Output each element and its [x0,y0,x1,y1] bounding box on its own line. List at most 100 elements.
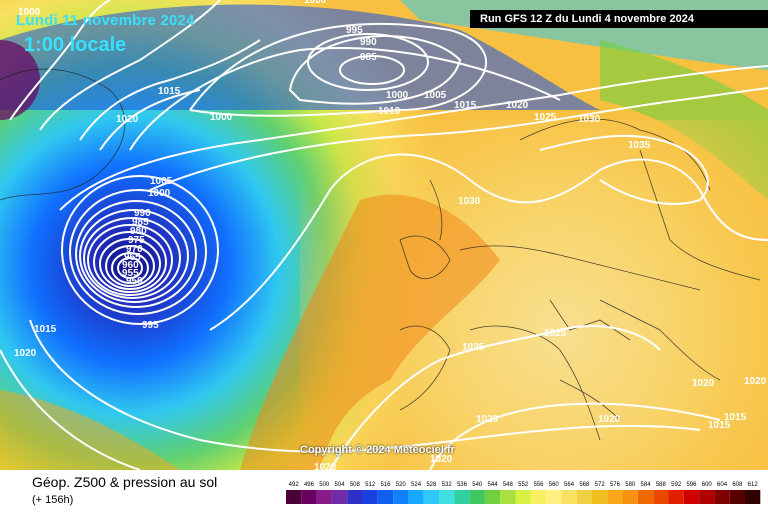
legend-swatch [408,490,424,504]
legend-tick-label: 524 [411,482,422,488]
southwest-orange [0,390,180,470]
isobar-label: 975 [128,235,145,246]
legend-swatch [454,490,470,504]
legend-swatch [301,490,317,504]
legend-tick-label: 536 [457,482,468,488]
isobar-label: 965 [124,252,141,263]
isobar-label: 1020 [744,376,767,387]
isobar-label: 970 [126,244,143,255]
isobar-label: 955 [122,268,139,279]
isobar-label: 1030 [458,196,481,207]
legend-swatch [607,490,623,504]
legend-swatch [331,490,348,504]
legend-tick-label: 580 [625,482,636,488]
legend-tick-label: 596 [686,482,697,488]
map-canvas: 1000 995 990 985 1000 1005 1010 1015 102… [0,0,768,470]
isobar-label: 1015 [158,86,181,97]
isobar-label: 960 [122,260,139,271]
legend-swatch [561,490,577,504]
legend-tick-label: 572 [595,482,606,488]
isobar-label: 990 [134,208,151,219]
legend-swatch [316,490,332,504]
legend-panel: Géop. Z500 & pression au sol (+ 156h) 49… [0,470,768,512]
polar-low-core [0,40,40,120]
lead-time: (+ 156h) [32,494,74,506]
variable-title: Géop. Z500 & pression au sol [32,474,218,490]
legend-swatch [484,490,501,504]
model-run-label: Run GFS 12 Z du Lundi 4 novembre 2024 [470,10,768,28]
isobar-label-1025-south: 1025 [462,342,485,353]
legend-swatch [622,490,638,504]
legend-swatch [500,490,516,504]
legend-tick-label: 608 [732,482,743,488]
isobar-label: 1035 [628,140,651,151]
isobar-label: 1000 [18,7,41,18]
legend-swatch [362,490,378,504]
isobar-label: 995 [142,320,159,331]
isobar-label-1020-bottom: 1020 [314,462,337,470]
legend-swatch [729,490,745,504]
legend-tick-label: 540 [472,482,483,488]
legend-tick-label: 544 [488,482,499,488]
isobar-label: 1010 [378,106,401,117]
legend-tick-label: 492 [289,482,300,488]
legend-tick-label: 548 [503,482,514,488]
legend-swatch [714,490,730,504]
isobar-label: 990 [360,37,377,48]
isobar-label: 1015 [724,412,747,423]
legend-swatch [683,490,700,504]
legend-swatch [576,490,592,504]
legend-tick-label: 504 [335,482,346,488]
legend-swatch [515,490,531,504]
legend-tick-label: 500 [319,482,330,488]
isobar-label: 1015 [454,100,477,111]
legend-tick-label: 556 [533,482,544,488]
legend-tick-label: 592 [671,482,682,488]
forecast-date: Lundi 11 novembre 2024 [16,12,195,29]
legend-swatch [377,490,394,504]
isobar-label: 1015 [708,420,731,431]
isobar-label: 985 [132,217,149,228]
isobar-label: 1030 [578,114,601,125]
isobar-label-1020-bottom2: 1020 [430,454,453,465]
legend-tick-label: 508 [350,482,361,488]
isobar-label: 1000 [148,188,171,199]
isobar-label: 1005 [150,176,173,187]
coastlines [0,68,761,441]
isobar-label: 985 [360,52,377,63]
legend-tick-label: 568 [579,482,590,488]
isobar-label: 1015 [34,324,57,335]
legend-swatch [592,490,608,504]
legend-tick-label: 532 [442,482,453,488]
legend-swatch [668,490,684,504]
legend-tick-label: 564 [564,482,575,488]
isobar-label: 1025 [544,328,567,339]
legend-swatch [699,490,715,504]
geopotential-map: 1000 995 990 985 1000 1005 1010 1015 102… [0,0,768,470]
legend-swatch [469,490,485,504]
isobar-label: 1020 [14,348,37,359]
isobar-label: 995 [346,25,363,36]
isobar-label: 950 [126,276,143,287]
copyright: Copyright © 2024 Meteociel.fr [300,444,455,456]
legend-swatch [653,490,669,504]
legend-swatch [286,490,302,504]
legend-tick-label: 496 [304,482,315,488]
legend-swatch [423,490,439,504]
isobar-label: 1020 [692,378,715,389]
isobar-label: 1020 [598,414,621,425]
legend-tick-label: 600 [702,482,713,488]
isobar-label: 1020 [506,100,529,111]
legend-tick-label: 516 [380,482,391,488]
legend-swatch [439,490,455,504]
color-scale: 492 496 500 504 508 512 516 520 524 528 532 536 540 5… [286,482,761,504]
isobar-label: 1020 [116,114,139,125]
isobar-label: 1020 [476,414,499,425]
legend-tick-label: 512 [365,482,376,488]
legend-tick-label: 576 [610,482,621,488]
isobar-label: 1000 [210,112,233,123]
legend-tick-label: 560 [549,482,560,488]
isobar-label: 1025 [534,112,557,123]
legend-tick-label: 612 [748,482,759,488]
